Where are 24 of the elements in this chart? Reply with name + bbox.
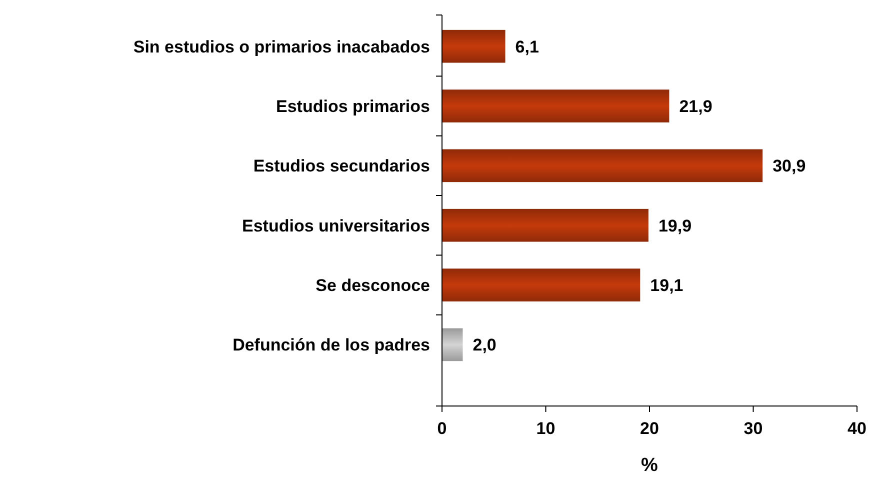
data-label: 21,9 (679, 96, 712, 116)
bar (442, 30, 506, 63)
x-tick-label: 10 (536, 419, 556, 438)
y-tick-label: Estudios primarios (276, 96, 430, 116)
x-tick-label: 30 (744, 419, 763, 438)
x-tick-label: 0 (437, 419, 447, 438)
y-tick-label: Defunción de los padres (232, 336, 430, 355)
x-tick-label: 40 (848, 419, 866, 438)
bar (442, 208, 648, 242)
x-axis-title: % (641, 455, 658, 476)
bar (442, 268, 640, 302)
bar (442, 328, 463, 362)
data-label: 30,9 (772, 156, 806, 176)
y-tick-label: Estudios secundarios (253, 156, 430, 176)
data-label: 2,0 (472, 336, 496, 355)
bar (442, 149, 763, 182)
data-label: 6,1 (515, 37, 539, 56)
y-tick-label: Sin estudios o primarios inacabados (133, 37, 430, 56)
data-label: 19,9 (658, 216, 692, 236)
x-tick-label: 20 (640, 419, 659, 438)
bar (442, 90, 670, 122)
y-tick-label: Se desconoce (316, 276, 430, 295)
y-tick-label: Estudios universitarios (242, 216, 430, 236)
data-label: 19,1 (650, 276, 684, 295)
